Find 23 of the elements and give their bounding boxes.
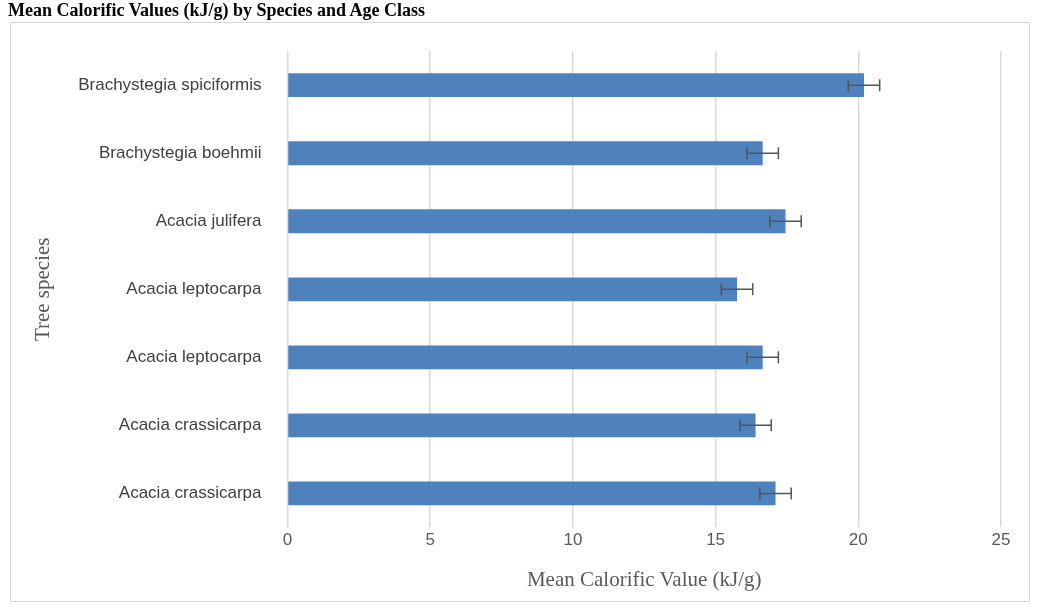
y-tick-label: Acacia julifera [155, 210, 263, 230]
y-tick-label: Acacia crassicarpa [118, 415, 263, 435]
y-tick-label: Acacia crassicarpa [118, 483, 263, 503]
x-tick-label: 10 [563, 530, 583, 550]
chart-title: Mean Calorific Values (kJ/g) by Species and Age Class [7, 0, 427, 22]
bar [288, 209, 786, 234]
x-tick-label: 25 [991, 530, 1011, 550]
bar [288, 141, 763, 166]
x-tick-label: 15 [706, 530, 726, 550]
bar [288, 413, 756, 438]
bar [288, 277, 737, 302]
bar [288, 345, 763, 370]
y-tick-label: Acacia leptocarpa [126, 347, 263, 367]
y-tick-label: Brachystegia spiciformis [78, 74, 262, 94]
bar [288, 73, 864, 98]
y-axis-title: Tree species [30, 237, 55, 342]
y-tick-label: Acacia leptocarpa [126, 278, 263, 298]
x-tick-label: 5 [425, 530, 435, 550]
x-tick-label: 0 [282, 530, 293, 550]
bar [288, 481, 776, 506]
x-tick-label: 20 [848, 530, 868, 550]
y-tick-label: Brachystegia boehmii [98, 142, 262, 162]
x-axis-title: Mean Calorific Value (kJ/g) [526, 566, 762, 591]
